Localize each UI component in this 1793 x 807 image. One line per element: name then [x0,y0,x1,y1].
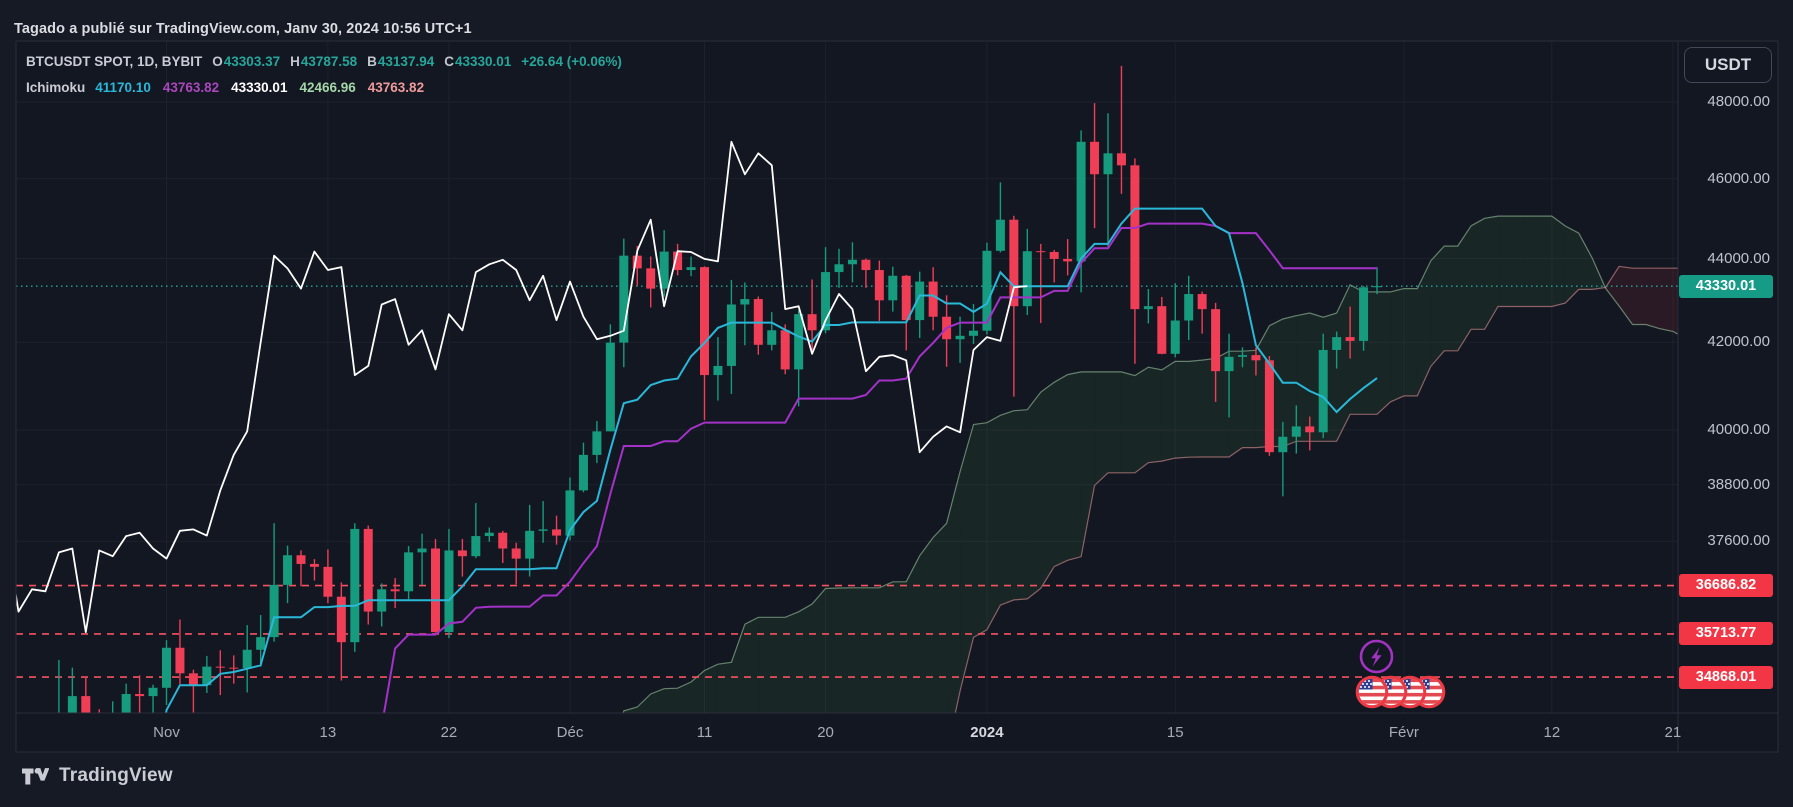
tradingview-brand[interactable]: TradingView [22,765,173,787]
time-tick-22: 22 [440,724,458,741]
ichimoku-value-0: 41170.10 [95,80,151,95]
time-tick-13: 13 [319,724,337,741]
indicator-values: 41170.10 43763.82 43330.01 42466.96 43763.82 [95,79,424,97]
price-tick-38800: 38800.00 [1707,475,1770,493]
chart-frame [15,40,1779,753]
change-value: +26.64 (+0.06%) [521,54,622,69]
candlestick-series [58,65,1382,713]
ohlc-h: H 43787.58 [290,54,358,69]
time-tick-Nov: Nov [153,724,180,741]
chart-background [16,41,1778,752]
ichimoku-value-3: 42466.96 [299,80,356,95]
time-tick-20: 20 [817,724,834,741]
ohlc-c: C 43330.01 [444,54,512,69]
brand-wordmark: TradingView [59,765,173,786]
price-tick-44000: 44000.00 [1707,249,1770,267]
ichimoku-lines [16,140,1378,713]
time-tick-15: 15 [1166,724,1184,741]
price-tick-48000: 48000.00 [1707,93,1770,110]
chikou-span-line [16,140,1028,633]
time-tick-Févr: Févr [1388,724,1419,741]
time-tick-Déc: Déc [556,724,584,741]
ohlc-values: O 43303.37 H 43787.58 B 43137.94 C 43330.01 [212,53,511,71]
symbol-title: BTCUSDT SPOT, 1D, BYBIT [26,54,203,69]
ohlc-o: O 43303.37 [212,54,281,69]
time-tick-12: 12 [1543,724,1561,741]
time-tick-2024: 2024 [970,724,1004,741]
price-tick-40000: 40000.00 [1707,421,1770,438]
lightning-bolt-icon [1359,639,1394,674]
ichimoku-value-4: 43763.82 [367,80,425,95]
alert-price-badge-2: 34868.01 [1679,665,1773,689]
us-flags-sticker[interactable] [1353,674,1448,716]
alert-price-badge-0: 36686.82 [1679,574,1773,598]
price-tick-42000: 42000.00 [1707,333,1770,351]
currency-usdt-button[interactable]: USDT [1684,47,1772,83]
indicator-name: Ichimoku [26,80,86,95]
symbol-legend-row: BTCUSDT SPOT, 1D, BYBIT O 43303.37 H 43787.… [26,53,622,71]
gridlines [16,41,1678,713]
ichimoku-cloud [622,215,1678,713]
us-flag-icons [1353,674,1448,711]
ohlc-b: B 43137.94 [367,54,435,69]
lightning-sticker[interactable] [1358,638,1395,680]
alert-price-badge-1: 35713.77 [1679,622,1773,646]
indicator-legend-row: Ichimoku 41170.10 43763.82 43330.01 42466.9… [26,79,424,97]
last-price-badge: 43330.01 [1679,274,1773,298]
share-header-text: Tagado a publié sur TradingView.com, Jan… [14,21,472,37]
tradingview-logo-icon [22,767,49,784]
time-tick-11: 11 [696,724,713,741]
price-tick-46000: 46000.00 [1707,169,1770,187]
price-tick-37600: 37600.00 [1707,532,1770,550]
ichimoku-value-2: 43330.01 [231,80,288,95]
time-tick-21: 21 [1664,724,1682,741]
alert-level-lines[interactable] [16,584,1678,678]
ichimoku-value-1: 43763.82 [162,80,220,95]
